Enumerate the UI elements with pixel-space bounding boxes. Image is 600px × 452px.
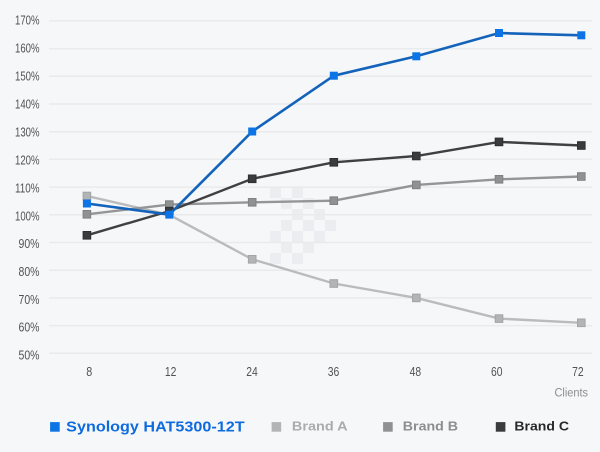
svg-text:170%: 170% — [15, 13, 40, 27]
svg-text:160%: 160% — [15, 41, 40, 55]
svg-text:36: 36 — [328, 364, 340, 379]
svg-text:70%: 70% — [19, 293, 40, 307]
svg-text:72: 72 — [572, 364, 584, 379]
svg-text:100%: 100% — [15, 209, 40, 223]
svg-text:Synology HAT5300-12T: Synology HAT5300-12T — [66, 418, 244, 435]
svg-text:Brand C: Brand C — [514, 419, 569, 434]
svg-text:Brand B: Brand B — [403, 419, 458, 434]
svg-text:90%: 90% — [19, 237, 40, 251]
svg-text:60%: 60% — [19, 321, 40, 335]
svg-text:50%: 50% — [19, 348, 40, 362]
svg-text:150%: 150% — [15, 69, 40, 83]
svg-text:140%: 140% — [15, 97, 40, 111]
svg-text:60: 60 — [491, 364, 503, 379]
svg-text:110%: 110% — [15, 181, 40, 195]
svg-text:120%: 120% — [15, 153, 40, 167]
svg-text:12: 12 — [165, 364, 177, 379]
svg-text:8: 8 — [86, 364, 92, 379]
svg-text:80%: 80% — [19, 265, 40, 279]
svg-text:130%: 130% — [15, 125, 40, 139]
svg-text:Brand A: Brand A — [292, 419, 348, 434]
svg-text:48: 48 — [410, 364, 422, 379]
svg-text:Clients: Clients — [555, 387, 589, 399]
svg-text:24: 24 — [246, 364, 258, 379]
